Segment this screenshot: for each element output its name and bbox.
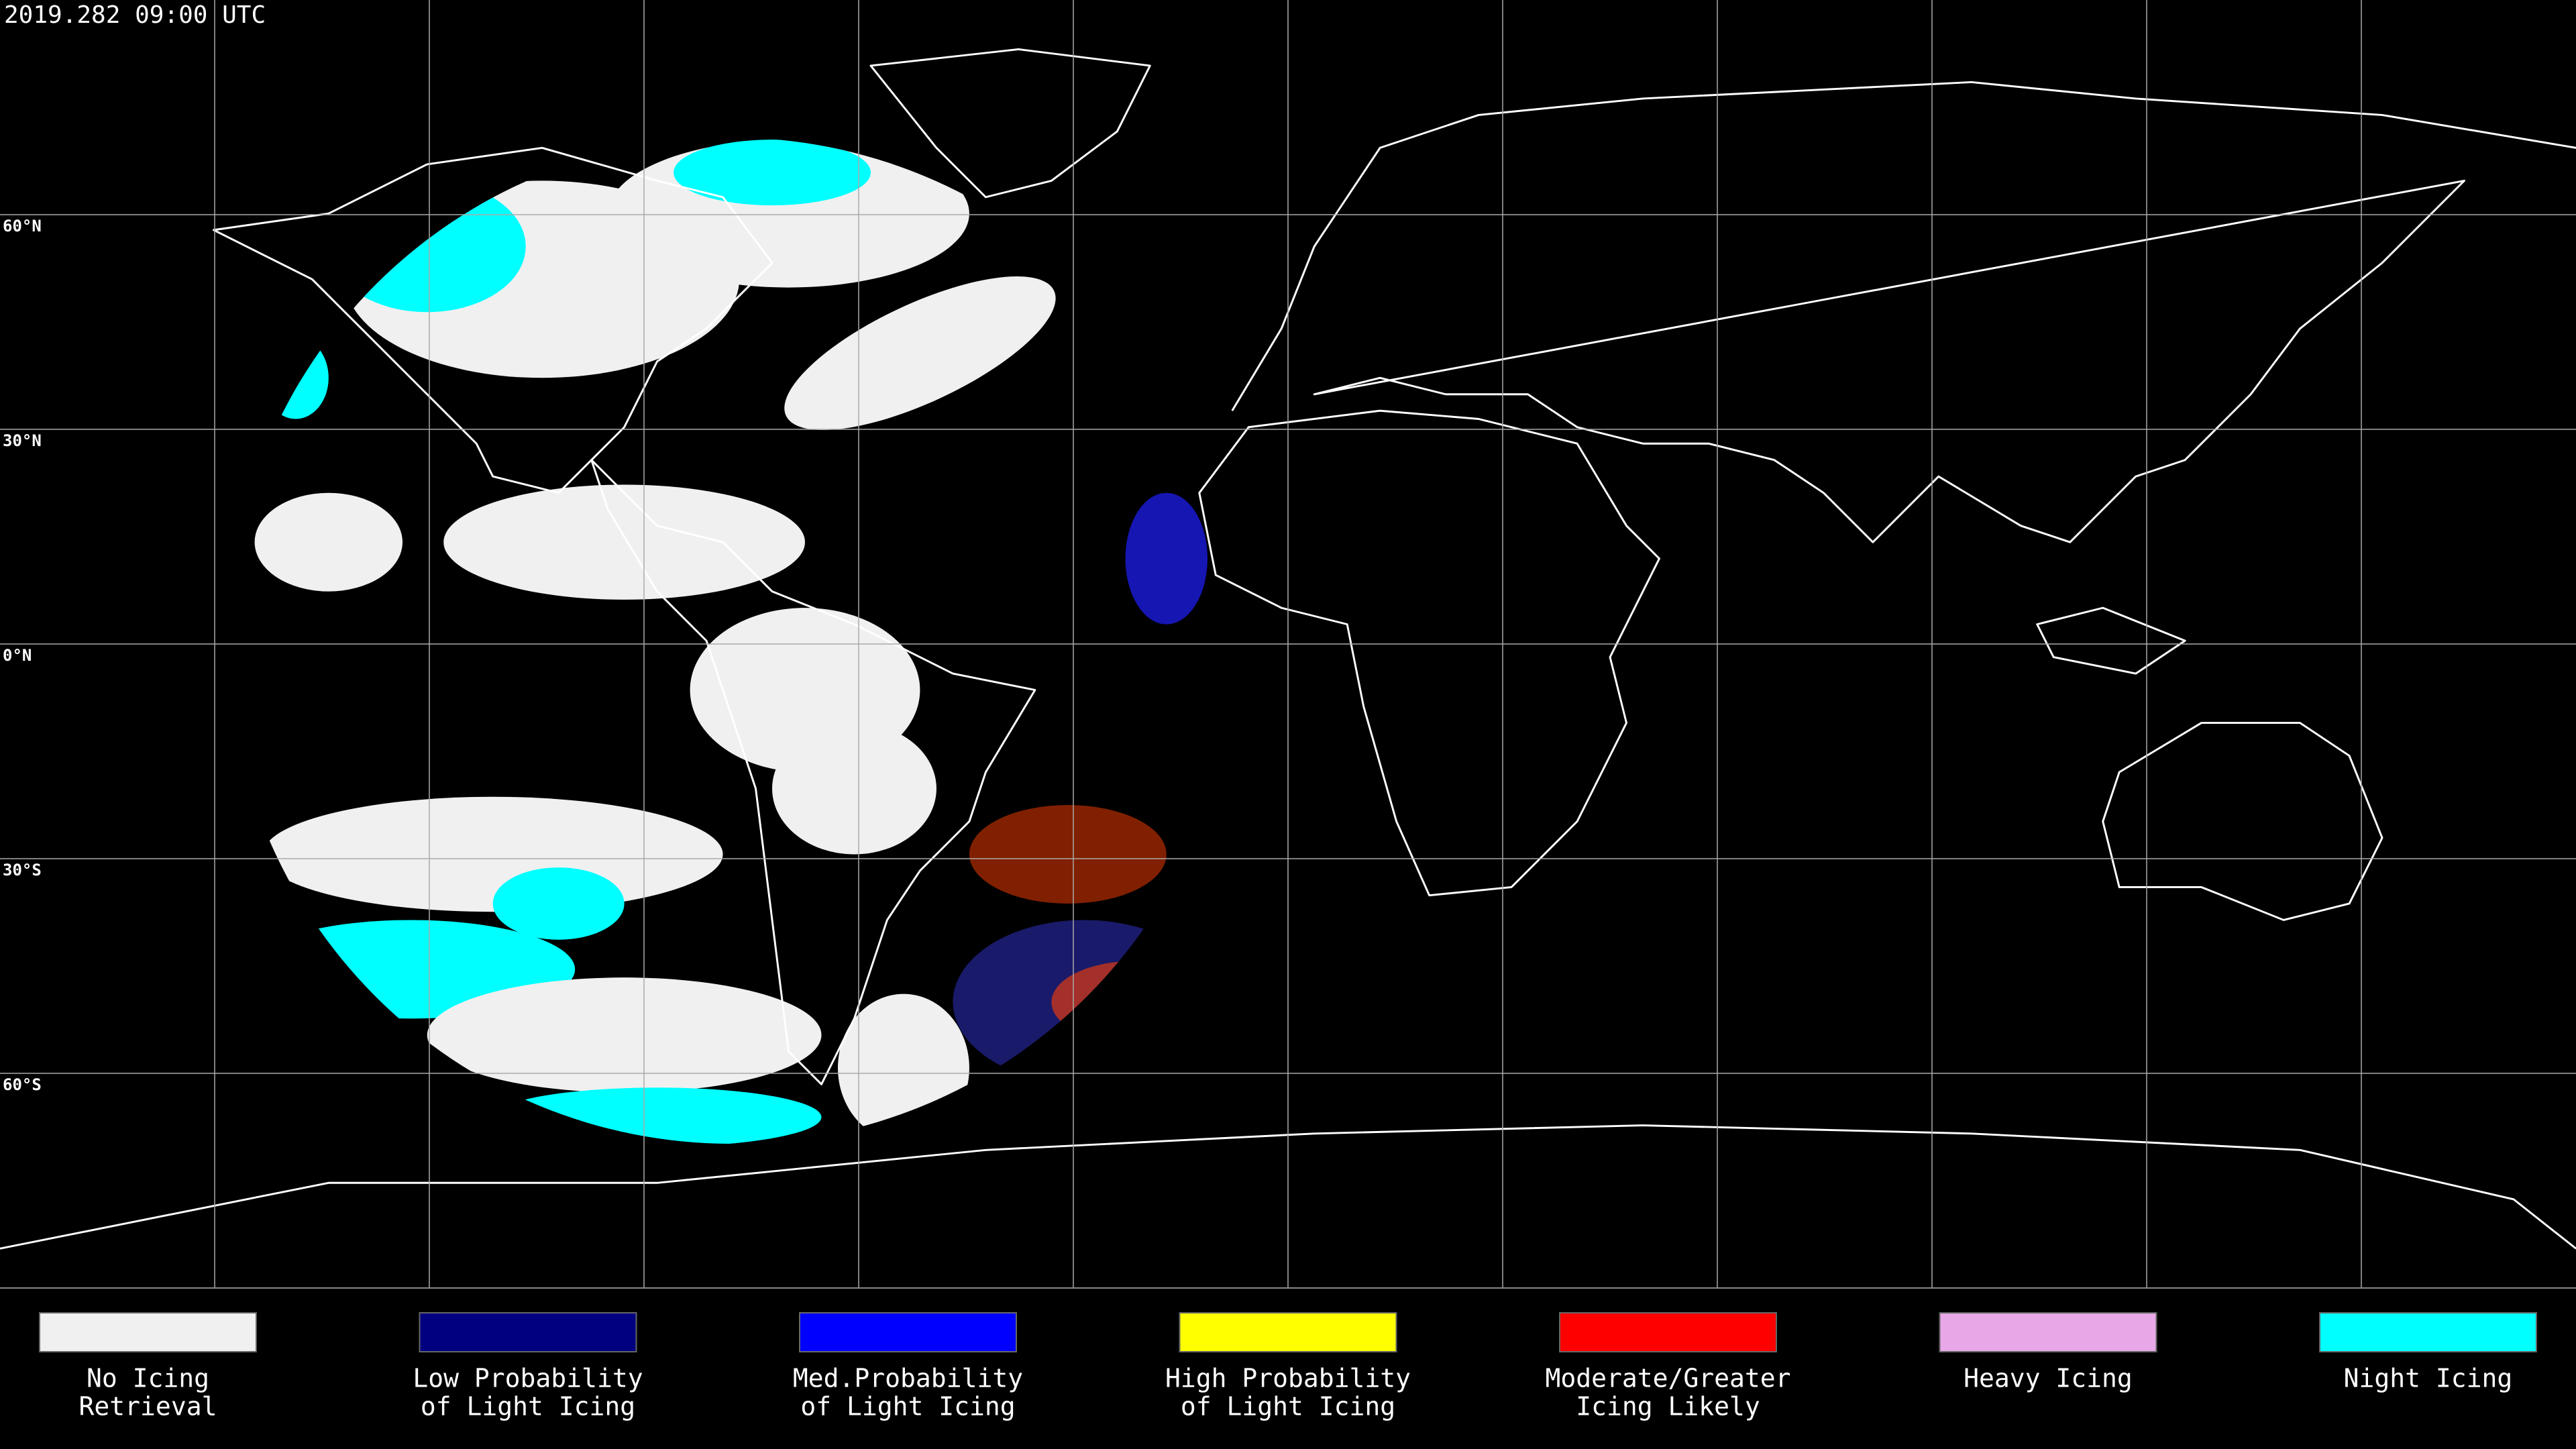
legend-swatch xyxy=(799,1312,1017,1352)
lat-label: 30°S xyxy=(3,861,42,879)
legend-swatch xyxy=(419,1312,637,1352)
legend-label: of Light Icing xyxy=(800,1392,1015,1421)
legend-label: Icing Likely xyxy=(1576,1392,1760,1421)
lat-label: 60°N xyxy=(3,217,42,235)
lat-label: 60°S xyxy=(3,1075,42,1094)
legend-swatch xyxy=(1559,1312,1777,1352)
legend-swatch xyxy=(2319,1312,2537,1352)
graticule: 60°N 30°N 0°N 30°S 60°S xyxy=(0,0,2576,1288)
timestamp: 2019.282 09:00 UTC xyxy=(4,1,266,29)
legend-label: Retrieval xyxy=(79,1392,217,1421)
legend-swatch xyxy=(1179,1312,1397,1352)
legend-label: Night Icing xyxy=(2344,1364,2513,1393)
legend-label: Moderate/Greater xyxy=(1545,1364,1790,1393)
legend-label: High Probability xyxy=(1165,1364,1411,1393)
lat-label: 30°N xyxy=(3,431,42,450)
legend-swatch xyxy=(39,1312,257,1352)
lat-label: 0°N xyxy=(3,646,32,665)
legend-label: Med.Probability xyxy=(793,1364,1023,1393)
legend-swatch xyxy=(1939,1312,2157,1352)
coastlines xyxy=(0,48,2576,1250)
legend-label: Low Probability xyxy=(413,1364,643,1393)
legend-label: Heavy Icing xyxy=(1964,1364,2133,1393)
legend-label: of Light Icing xyxy=(1181,1392,1395,1421)
legend-label: of Light Icing xyxy=(421,1392,635,1421)
legend-label: No Icing xyxy=(87,1364,209,1393)
